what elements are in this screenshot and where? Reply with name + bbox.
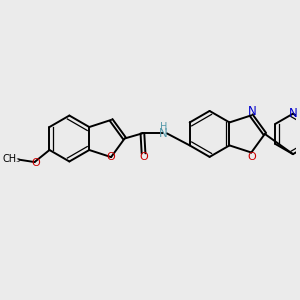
Text: H: H: [160, 122, 167, 132]
Text: O: O: [31, 158, 40, 169]
Text: O: O: [139, 152, 148, 162]
Text: CH₃: CH₃: [2, 154, 21, 164]
Text: O: O: [107, 152, 116, 162]
Text: O: O: [248, 152, 256, 161]
Text: N: N: [289, 106, 297, 120]
Text: N: N: [248, 105, 256, 118]
Text: N: N: [159, 127, 167, 140]
